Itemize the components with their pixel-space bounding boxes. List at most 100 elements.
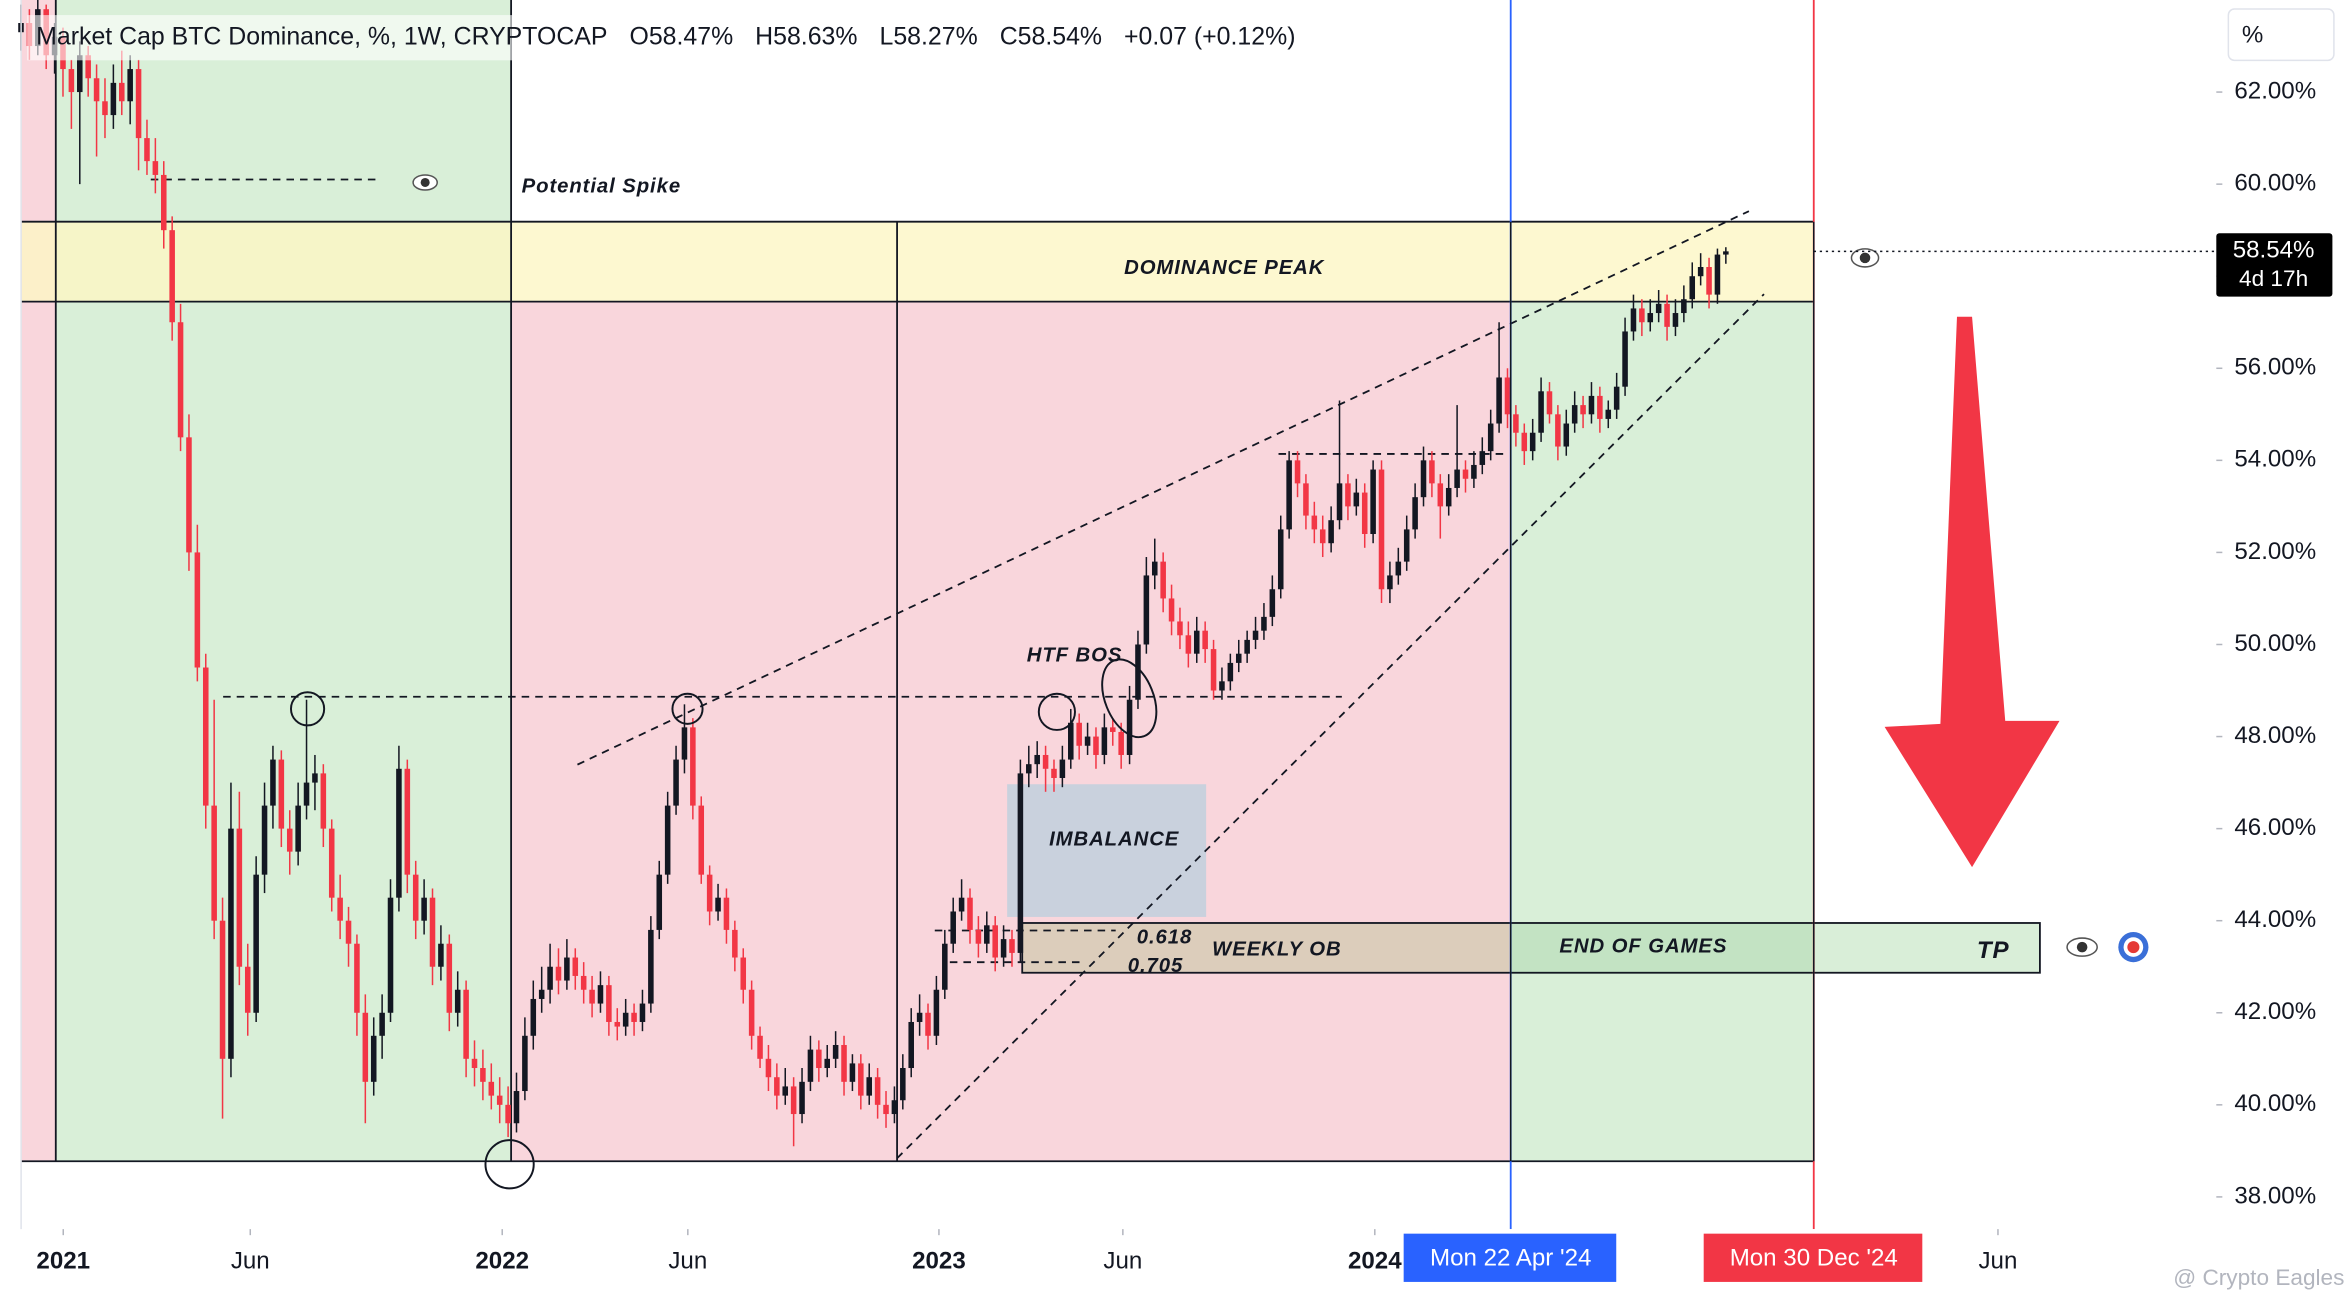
candle-body [933, 989, 940, 1036]
candle-body [698, 805, 705, 875]
y-tick-label: 52.00% [2234, 538, 2316, 565]
imbalance-zone [1007, 784, 1207, 917]
candle-body [883, 1104, 889, 1115]
y-tick-label: 56.00% [2234, 354, 2316, 381]
candle-body [648, 929, 654, 1004]
candle-body [152, 161, 159, 175]
candle-body [564, 957, 570, 981]
annotation: END OF GAMES [1559, 935, 1727, 957]
y-tick-label: 42.00% [2234, 998, 2316, 1025]
price-label: 58.54% [2233, 237, 2315, 264]
candle-body [1378, 469, 1385, 590]
candle-body [631, 1012, 637, 1022]
down-arrow [1884, 316, 2060, 868]
candle-body [228, 828, 234, 1059]
x-tick-label: Jun [1103, 1248, 1142, 1275]
candle-body [715, 897, 721, 912]
candle-body [1286, 460, 1292, 530]
candle-body [942, 943, 948, 990]
candle-body [1462, 469, 1469, 479]
candle-body [244, 966, 251, 1013]
unit-box[interactable] [2227, 8, 2335, 62]
date-marker: Mon 30 Dec '24 [1730, 1245, 1898, 1272]
candle-body [1496, 377, 1502, 424]
candle-body [1630, 308, 1637, 332]
candle-body [370, 1035, 377, 1082]
candle-body [681, 727, 688, 760]
candle-body [1294, 460, 1301, 484]
candle-body [807, 1049, 814, 1082]
candle-body [1101, 727, 1108, 755]
x-tick-label: Jun [668, 1248, 707, 1275]
candle-body [1454, 469, 1460, 488]
date-marker-bg [1703, 1233, 1923, 1282]
candle-body [1664, 303, 1670, 327]
candle-body [202, 667, 209, 806]
candle-body [1151, 561, 1158, 576]
candle-body [1135, 644, 1141, 700]
candle-body [1261, 616, 1267, 631]
candle-body [866, 1077, 872, 1096]
candle-body [177, 322, 184, 438]
y-unit[interactable]: % [2242, 22, 2263, 49]
x-tick-label: 2022 [475, 1248, 529, 1275]
candle-body [538, 989, 545, 999]
price-label-bg [2216, 233, 2333, 297]
candle-body [765, 1058, 772, 1078]
candle-body [1639, 308, 1645, 323]
candle-body [673, 759, 679, 806]
target-icon [2118, 932, 2149, 963]
candle-body [253, 874, 259, 1013]
candle-body [261, 805, 268, 875]
legend-bg [27, 15, 1264, 61]
candle-body [362, 1012, 369, 1082]
candle-body [1622, 331, 1628, 387]
candle-body [1193, 630, 1200, 654]
y-tick-label: 48.00% [2234, 722, 2316, 749]
candle-body [270, 759, 276, 806]
candle-body [505, 1104, 511, 1124]
candle-body [858, 1063, 864, 1096]
y-tick-label: 60.00% [2234, 170, 2316, 197]
circle-markers [290, 658, 1158, 1190]
annotation: WEEKLY OB [1212, 939, 1341, 961]
candle-body [471, 1058, 478, 1069]
ohlc-change: +0.07 (+0.12%) [1124, 22, 1295, 50]
candle-body [1269, 589, 1276, 617]
y-tick-label: 38.00% [2234, 1182, 2316, 1209]
annotation: 0.705 [1128, 955, 1183, 977]
candle-body [639, 1003, 646, 1022]
candle-body [1093, 736, 1099, 755]
candle-body [102, 101, 108, 116]
candle-body [295, 805, 301, 852]
candles [18, 0, 1729, 1147]
candle-body [1588, 395, 1595, 415]
bearish-zone [21, 0, 56, 1162]
candle-body [782, 1086, 789, 1096]
candle-body [1571, 405, 1578, 424]
candle-body [950, 911, 956, 944]
candle-body [1076, 722, 1082, 746]
candle-body [547, 966, 553, 990]
candle-body [1227, 662, 1234, 682]
candle-body [606, 985, 612, 1022]
candle-body [127, 69, 133, 102]
candle-body [1026, 764, 1032, 774]
candle-body [530, 998, 537, 1036]
candle-body [169, 230, 175, 323]
candle-body [1042, 754, 1049, 769]
candle-body [496, 1095, 503, 1105]
ohlc-high: H58.63% [755, 22, 857, 50]
candle-body [446, 943, 453, 1013]
candle-body [68, 69, 75, 93]
candle-body [463, 989, 469, 1059]
candle-body [480, 1068, 486, 1082]
ohlc-low: L58.27% [880, 22, 978, 50]
candle-body [522, 1035, 528, 1092]
candle-body [488, 1081, 495, 1096]
candle-body [740, 957, 747, 990]
ohlc-close: C58.54% [1000, 22, 1102, 50]
candle-body [1168, 598, 1175, 622]
candle-body [589, 989, 595, 1004]
candle-body [732, 929, 738, 958]
